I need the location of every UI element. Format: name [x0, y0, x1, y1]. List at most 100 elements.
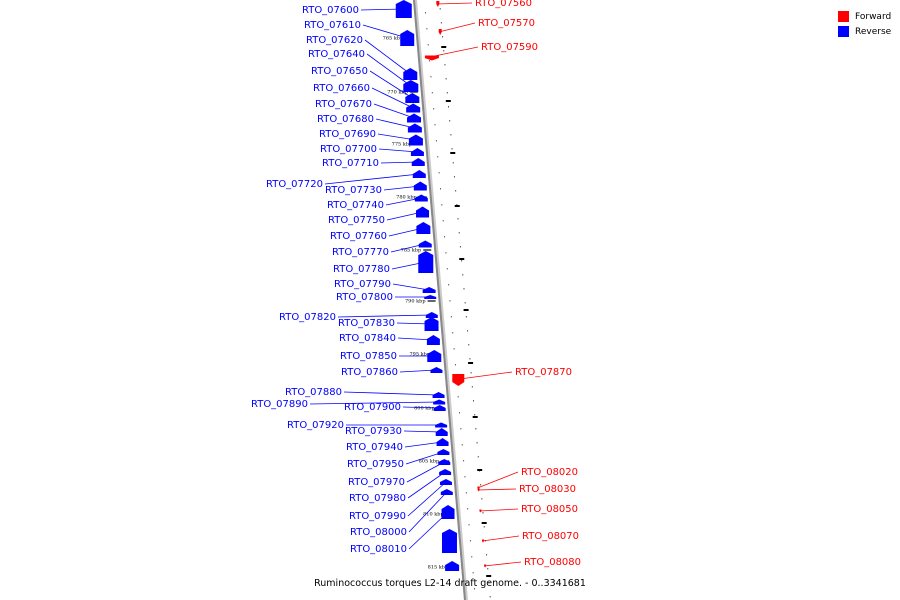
- outer-track-dot: [487, 568, 489, 570]
- forward-marker: [459, 258, 465, 260]
- gene-label-rto-07590[interactable]: RTO_07590: [481, 42, 538, 53]
- reverse-swatch: [838, 26, 849, 37]
- gene-labels: RTO_07560 RTO_07570 RTO_07590 RTO_07600 RTO_…: [251, 0, 581, 568]
- scale-tick-label: 780 kbp: [396, 195, 417, 201]
- gene-label-rto-08000[interactable]: RTO_08000: [350, 527, 407, 538]
- gene-label-rto-07560[interactable]: RTO_07560: [475, 0, 532, 9]
- gene-label-rto-07930[interactable]: RTO_07930: [345, 426, 402, 437]
- outer-track-dot: [448, 106, 450, 108]
- outer-track-dot: [468, 344, 470, 346]
- gene-label-rto-08080[interactable]: RTO_08080: [524, 557, 581, 568]
- gene-label-rto-07740[interactable]: RTO_07740: [327, 200, 384, 211]
- gene-label-rto-07880[interactable]: RTO_07880: [285, 387, 342, 398]
- outer-track-dot: [475, 428, 477, 430]
- outer-track-dot: [488, 582, 490, 584]
- gene-arrow-rto-07870[interactable]: [452, 374, 465, 386]
- inner-track-dot: [473, 588, 475, 590]
- gene-label-rto-07770[interactable]: RTO_07770: [332, 247, 389, 258]
- gene-label-rto-07730[interactable]: RTO_07730: [325, 185, 382, 196]
- gene-label-rto-07870[interactable]: RTO_07870: [515, 367, 572, 378]
- label-leader-lines: [309, 2, 522, 567]
- gene-label-rto-08010[interactable]: RTO_08010: [350, 544, 407, 555]
- gene-label-rto-07780[interactable]: RTO_07780: [333, 264, 390, 275]
- leader-line: [388, 227, 424, 237]
- inner-track-dot: [433, 108, 435, 110]
- outer-track-dot: [457, 218, 459, 220]
- outer-track-dot: [482, 512, 484, 514]
- gene-label-rto-07840[interactable]: RTO_07840: [339, 333, 396, 344]
- leader-line: [378, 148, 418, 153]
- gene-label-rto-07800[interactable]: RTO_07800: [336, 292, 393, 303]
- outer-track-dot: [480, 484, 482, 486]
- leader-line: [309, 401, 440, 405]
- gene-label-rto-08050[interactable]: RTO_08050: [521, 504, 578, 515]
- gene-arrow-unlabeled[interactable]: [445, 561, 460, 571]
- forward-swatch: [838, 11, 849, 22]
- genome-caption: Ruminococcus torques L2-14 draft genome.…: [314, 578, 586, 589]
- outer-track-dot: [453, 176, 455, 178]
- leader-line: [366, 53, 412, 87]
- scale-tick-label: 765 kbp: [383, 36, 404, 42]
- outer-track-dot: [446, 92, 448, 94]
- gene-label-rto-07720[interactable]: RTO_07720: [266, 179, 323, 190]
- gene-label-rto-07920[interactable]: RTO_07920: [287, 420, 344, 431]
- leader-line: [369, 70, 413, 99]
- gene-label-rto-07950[interactable]: RTO_07950: [347, 459, 404, 470]
- gene-arrow-rto-07590[interactable]: [424, 55, 439, 61]
- outer-track-dot: [463, 288, 465, 290]
- gene-label-rto-07700[interactable]: RTO_07700: [320, 144, 377, 155]
- leader-line: [438, 22, 476, 33]
- gene-label-rto-07970[interactable]: RTO_07970: [348, 477, 405, 488]
- inner-track-dot: [457, 396, 459, 398]
- gene-label-rto-08030[interactable]: RTO_08030: [519, 484, 576, 495]
- gene-label-rto-08070[interactable]: RTO_08070: [522, 531, 579, 542]
- gene-label-rto-07570[interactable]: RTO_07570: [478, 18, 535, 29]
- gene-label-rto-07990[interactable]: RTO_07990: [349, 511, 406, 522]
- gene-label-rto-07790[interactable]: RTO_07790: [334, 279, 391, 290]
- scale-tick-label: 770 kbp: [387, 90, 408, 96]
- gene-label-rto-07860[interactable]: RTO_07860: [341, 367, 398, 378]
- scale-tick-label: 805 kbp: [419, 459, 440, 465]
- leader-line: [407, 471, 446, 499]
- scale-tick-label: 775 kbp: [392, 142, 413, 148]
- gene-label-rto-07660[interactable]: RTO_07660: [313, 83, 370, 94]
- leader-line: [391, 261, 426, 270]
- outer-track-dot: [470, 372, 472, 374]
- gene-label-rto-07600[interactable]: RTO_07600: [302, 5, 359, 16]
- inner-track-dot: [437, 156, 439, 158]
- gene-label-rto-07830[interactable]: RTO_07830: [338, 318, 395, 329]
- leader-line: [324, 173, 420, 185]
- leader-line: [397, 337, 434, 341]
- gene-label-rto-07640[interactable]: RTO_07640: [308, 49, 365, 60]
- gene-label-rto-07900[interactable]: RTO_07900: [344, 402, 401, 413]
- gene-label-rto-07940[interactable]: RTO_07940: [346, 442, 403, 453]
- gene-label-rto-07620[interactable]: RTO_07620: [306, 35, 363, 46]
- forward-marker: [477, 469, 483, 471]
- gene-label-rto-07850[interactable]: RTO_07850: [340, 351, 397, 362]
- gene-label-rto-07890[interactable]: RTO_07890: [251, 399, 308, 410]
- leader-line: [403, 430, 442, 433]
- legend: Forward Reverse: [838, 9, 891, 39]
- gene-label-rto-07650[interactable]: RTO_07650: [311, 66, 368, 77]
- gene-label-rto-08020[interactable]: RTO_08020: [521, 467, 578, 478]
- inner-track-dot: [467, 508, 469, 510]
- gene-label-rto-07750[interactable]: RTO_07750: [328, 215, 385, 226]
- gene-label-rto-07610[interactable]: RTO_07610: [304, 20, 361, 31]
- outer-track-dot: [458, 232, 460, 234]
- outer-track-dot: [461, 260, 463, 262]
- leader-line: [408, 491, 448, 533]
- inner-track-dot: [425, 12, 427, 14]
- gene-label-rto-07710[interactable]: RTO_07710: [322, 158, 379, 169]
- outer-track-dot: [445, 78, 447, 80]
- gene-label-rto-07670[interactable]: RTO_07670: [315, 99, 372, 110]
- gene-label-rto-07690[interactable]: RTO_07690: [319, 129, 376, 140]
- outer-track-dot: [474, 414, 476, 416]
- gene-label-rto-07760[interactable]: RTO_07760: [330, 231, 387, 242]
- gene-label-rto-07680[interactable]: RTO_07680: [317, 114, 374, 125]
- inner-track-dot: [444, 236, 446, 238]
- scale-tick-label: 790 kbp: [405, 299, 426, 305]
- gene-arrow-unlabeled[interactable]: [441, 529, 457, 553]
- gene-label-rto-07980[interactable]: RTO_07980: [349, 493, 406, 504]
- outer-track-dot: [455, 190, 457, 192]
- gene-label-rto-07820[interactable]: RTO_07820: [279, 312, 336, 323]
